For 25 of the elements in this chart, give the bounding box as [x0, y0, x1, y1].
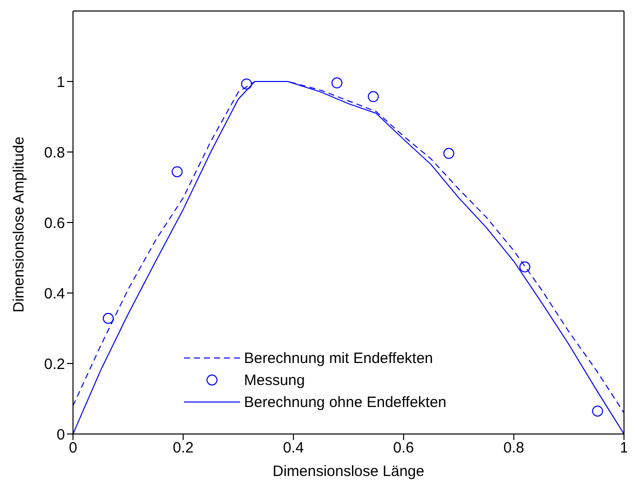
y-tick-label: 0.4	[44, 285, 65, 302]
point	[368, 91, 379, 102]
point	[331, 77, 342, 88]
point	[592, 406, 604, 417]
point	[519, 261, 530, 272]
legend-label: Berechnung ohne Endeffekten	[244, 394, 446, 410]
y-tick-label: 0.2	[44, 356, 65, 373]
legend-label: Berechnung mit Endeffekten	[244, 350, 434, 366]
x-tick-label: 0.8	[503, 440, 524, 457]
x-axis-title: Dimensionslose Länge	[272, 463, 424, 480]
x-tick-label: 0.2	[172, 440, 194, 457]
x-tick-label: 1	[620, 440, 628, 457]
point	[443, 148, 454, 159]
x-tick-label: 0.6	[393, 440, 414, 457]
y-tick-label: 1	[56, 74, 65, 91]
point	[241, 78, 252, 90]
point	[172, 166, 183, 178]
x-tick-label: 0.4	[282, 440, 304, 457]
y-tick-label: 0.6	[44, 214, 65, 232]
x-tick-label: 0	[68, 440, 78, 457]
y-tick-label: 0.8	[44, 144, 65, 162]
legend-label: Messung	[244, 372, 305, 388]
y-tick-label: 0	[56, 426, 65, 444]
point	[102, 312, 114, 324]
y-axis-title: Dimensionslose Amplitude	[10, 136, 28, 312]
